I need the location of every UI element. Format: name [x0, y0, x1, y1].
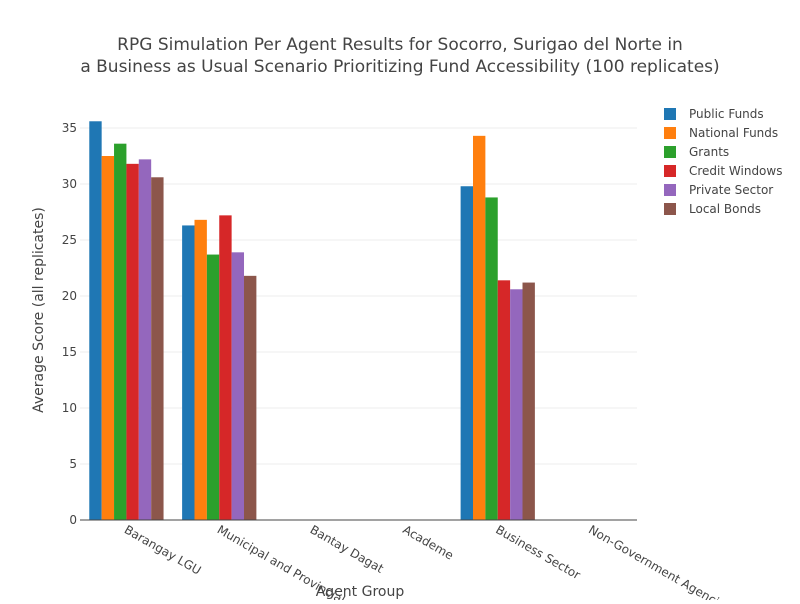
bar-0-4 — [460, 186, 473, 521]
bar-5-4 — [522, 282, 535, 520]
x-tick-label: Non-Government Agencies — [586, 522, 733, 600]
y-tick-label: 35 — [62, 121, 77, 135]
legend-swatch — [664, 184, 676, 196]
legend-swatch — [664, 108, 676, 120]
legend-swatch — [664, 127, 676, 139]
y-tick-label: 10 — [62, 401, 77, 415]
legend-label: Public Funds — [689, 107, 764, 121]
y-tick-label: 25 — [62, 233, 77, 247]
bar-5-1 — [244, 275, 257, 520]
bar-1-0 — [101, 156, 115, 520]
legend-swatch — [664, 203, 676, 215]
x-tick-label: Bantay Dagat — [308, 522, 387, 575]
chart-title: RPG Simulation Per Agent Results for Soc… — [117, 35, 683, 55]
legend-label: Credit Windows — [689, 164, 782, 178]
legend-label: Local Bonds — [689, 202, 761, 216]
y-tick-label: 15 — [62, 345, 77, 359]
legend-label: Grants — [689, 145, 729, 159]
chart-subtitle: a Business as Usual Scenario Prioritizin… — [80, 57, 719, 77]
y-tick-label: 0 — [69, 513, 77, 527]
bar-2-0 — [114, 143, 127, 520]
y-tick-label: 5 — [69, 457, 77, 471]
y-tick-label: 30 — [62, 177, 77, 191]
legend-label: Private Sector — [689, 183, 773, 197]
y-tick-label: 20 — [62, 289, 77, 303]
bar-4-0 — [138, 159, 152, 521]
bar-1-1 — [194, 219, 207, 520]
x-tick-label: Barangay LGU — [122, 522, 204, 577]
bar-0-1 — [182, 225, 195, 520]
bar-1-4 — [472, 135, 486, 520]
x-tick-label: Academe — [400, 522, 456, 562]
bar-0-0 — [89, 121, 102, 520]
bar-2-1 — [206, 254, 220, 520]
legend: Public Funds National Funds Grants Credit W… — [664, 107, 782, 216]
bar-5-0 — [151, 177, 164, 520]
bar-3-0 — [126, 163, 139, 520]
bars — [89, 121, 535, 521]
bar-4-4 — [510, 289, 523, 520]
y-axis-label: Average Score (all replicates) — [31, 207, 47, 413]
x-axis-label: Agent Group — [316, 584, 405, 600]
bar-2-4 — [485, 197, 498, 520]
x-tick-label: Business Sector — [493, 522, 583, 582]
bar-3-4 — [497, 280, 511, 520]
bar-4-1 — [231, 252, 245, 520]
legend-swatch — [664, 146, 676, 158]
bar-3-1 — [219, 215, 232, 521]
legend-swatch — [664, 165, 676, 177]
gridlines — [80, 127, 637, 465]
legend-label: National Funds — [689, 126, 778, 140]
